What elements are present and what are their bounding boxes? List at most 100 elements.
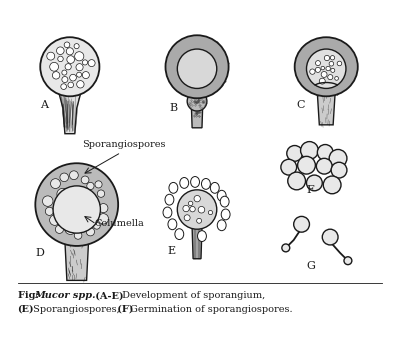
Circle shape (52, 72, 60, 79)
Circle shape (62, 76, 68, 82)
Ellipse shape (217, 190, 226, 201)
Circle shape (323, 176, 341, 194)
Circle shape (61, 84, 66, 90)
Text: F: F (306, 185, 314, 195)
Circle shape (66, 48, 74, 55)
Circle shape (88, 60, 95, 67)
Circle shape (74, 215, 83, 225)
Circle shape (73, 206, 80, 213)
Circle shape (64, 42, 70, 47)
Circle shape (74, 44, 79, 49)
Circle shape (82, 210, 88, 216)
Polygon shape (191, 97, 203, 128)
Text: Fig:: Fig: (18, 291, 42, 300)
Circle shape (76, 64, 83, 71)
Circle shape (99, 203, 108, 213)
Circle shape (50, 178, 60, 188)
Circle shape (282, 244, 290, 252)
Text: B: B (170, 103, 178, 113)
Circle shape (166, 35, 228, 98)
Circle shape (197, 218, 202, 223)
Circle shape (84, 218, 92, 227)
Circle shape (76, 193, 81, 198)
Circle shape (72, 201, 82, 210)
Circle shape (55, 225, 64, 233)
Circle shape (335, 76, 338, 80)
Ellipse shape (220, 196, 229, 207)
Circle shape (329, 61, 334, 66)
Circle shape (45, 207, 54, 215)
Circle shape (64, 206, 70, 211)
Ellipse shape (180, 177, 189, 188)
Ellipse shape (165, 194, 174, 205)
Ellipse shape (221, 209, 230, 220)
Text: (E): (E) (18, 305, 34, 314)
Circle shape (47, 52, 55, 60)
Circle shape (300, 142, 318, 159)
Ellipse shape (295, 37, 358, 96)
Circle shape (344, 257, 352, 265)
Circle shape (329, 150, 347, 167)
Circle shape (331, 68, 335, 72)
Text: Columella: Columella (94, 219, 144, 228)
Circle shape (64, 212, 70, 219)
Ellipse shape (168, 219, 177, 230)
Polygon shape (65, 241, 88, 280)
Text: Sporangiospores: Sporangiospores (82, 141, 165, 150)
Circle shape (321, 71, 327, 77)
Circle shape (184, 215, 190, 221)
Circle shape (94, 222, 100, 229)
Circle shape (74, 232, 82, 239)
Circle shape (281, 159, 297, 175)
Circle shape (331, 162, 347, 178)
Circle shape (337, 61, 342, 66)
Polygon shape (317, 93, 335, 125)
Text: D: D (35, 248, 44, 258)
Circle shape (70, 74, 76, 81)
Text: E: E (168, 246, 176, 256)
Circle shape (322, 229, 338, 245)
Circle shape (65, 223, 76, 235)
Circle shape (86, 200, 98, 212)
Circle shape (177, 49, 217, 89)
Ellipse shape (217, 220, 226, 231)
Circle shape (319, 78, 325, 84)
Circle shape (78, 225, 84, 232)
Circle shape (294, 216, 310, 232)
Circle shape (177, 190, 217, 229)
Circle shape (82, 60, 88, 65)
Circle shape (194, 196, 200, 202)
Circle shape (75, 52, 84, 61)
Circle shape (306, 175, 322, 191)
Circle shape (298, 156, 315, 174)
Circle shape (35, 163, 118, 246)
Ellipse shape (210, 182, 219, 193)
Circle shape (326, 66, 330, 71)
Circle shape (87, 182, 94, 190)
Circle shape (57, 188, 68, 200)
Circle shape (316, 158, 332, 174)
Circle shape (208, 211, 212, 215)
Text: A: A (40, 100, 48, 110)
Circle shape (183, 205, 189, 212)
Circle shape (80, 193, 88, 202)
Circle shape (53, 186, 100, 233)
Text: G: G (306, 261, 315, 271)
Circle shape (42, 196, 53, 206)
Circle shape (98, 213, 108, 224)
Ellipse shape (169, 182, 178, 193)
Circle shape (60, 173, 68, 182)
Ellipse shape (202, 178, 210, 189)
Text: (A-E): (A-E) (92, 291, 123, 300)
Circle shape (66, 193, 72, 199)
Circle shape (187, 91, 207, 111)
Polygon shape (59, 93, 81, 134)
Circle shape (67, 56, 74, 64)
Circle shape (68, 82, 74, 88)
Circle shape (95, 181, 102, 188)
Circle shape (288, 172, 306, 190)
Text: (F): (F) (114, 305, 134, 314)
Circle shape (76, 72, 82, 77)
Circle shape (188, 201, 193, 206)
Circle shape (50, 62, 58, 71)
